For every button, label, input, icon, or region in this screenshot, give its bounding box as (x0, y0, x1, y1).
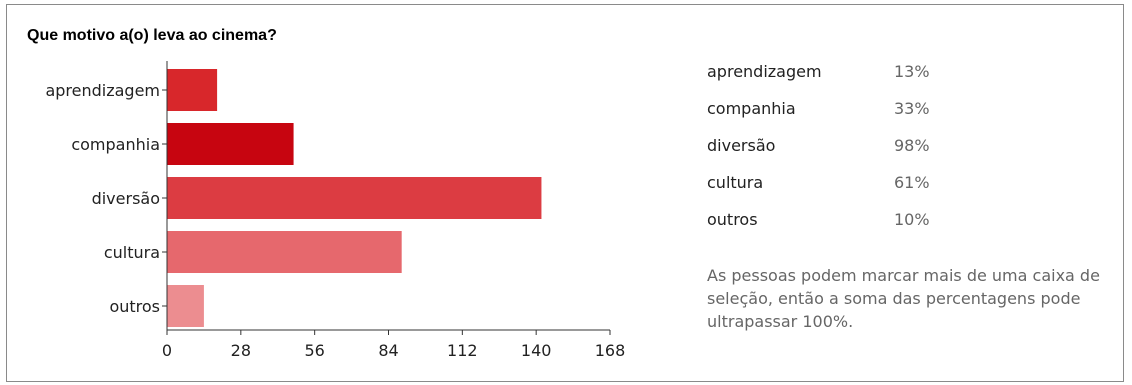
stat-value: 61% (894, 173, 930, 192)
x-tick-label: 112 (447, 341, 478, 360)
bar-2 (167, 123, 294, 165)
stat-row: cultura 61% (707, 164, 930, 201)
stat-value: 10% (894, 210, 930, 229)
chart-title: Que motivo a(o) leva ao cinema? (27, 27, 277, 44)
stat-label: cultura (707, 173, 764, 192)
stats-table: aprendizagem 13% companhia 33% diversão … (707, 53, 930, 238)
x-tick-label: 56 (304, 341, 324, 360)
stat-row: aprendizagem 13% (707, 53, 930, 90)
bar-1 (167, 69, 218, 111)
x-tick-label: 84 (378, 341, 398, 360)
stat-row: diversão 98% (707, 127, 930, 164)
x-tick-label: 28 (231, 341, 251, 360)
x-tick-label: 140 (521, 341, 552, 360)
category-label: companhia (71, 135, 160, 154)
category-label: cultura (104, 243, 160, 262)
stat-label: outros (707, 210, 758, 229)
stat-row: outros 10% (707, 201, 930, 238)
stat-row: companhia 33% (707, 90, 930, 127)
x-tick-label: 0 (162, 341, 172, 360)
stat-value: 13% (894, 62, 930, 81)
stat-value: 98% (894, 136, 930, 155)
category-label: aprendizagem (45, 81, 160, 100)
bar-3 (167, 177, 542, 219)
stat-label: companhia (707, 99, 796, 118)
chart-panel: Que motivo a(o) leva ao cinema? aprendiz… (6, 4, 1124, 382)
stat-value: 33% (894, 99, 930, 118)
stat-label: diversão (707, 136, 776, 155)
bar-5 (167, 285, 204, 327)
bar-chart: aprendizagem companhia diversão cultura outr… (45, 61, 626, 360)
bar-4 (167, 231, 402, 273)
selection-note: As pessoas podem marcar mais de uma caix… (707, 266, 1100, 331)
category-label: outros (109, 297, 160, 316)
stat-label: aprendizagem (707, 62, 822, 81)
category-label: diversão (92, 189, 160, 208)
x-tick-label: 168 (595, 341, 626, 360)
